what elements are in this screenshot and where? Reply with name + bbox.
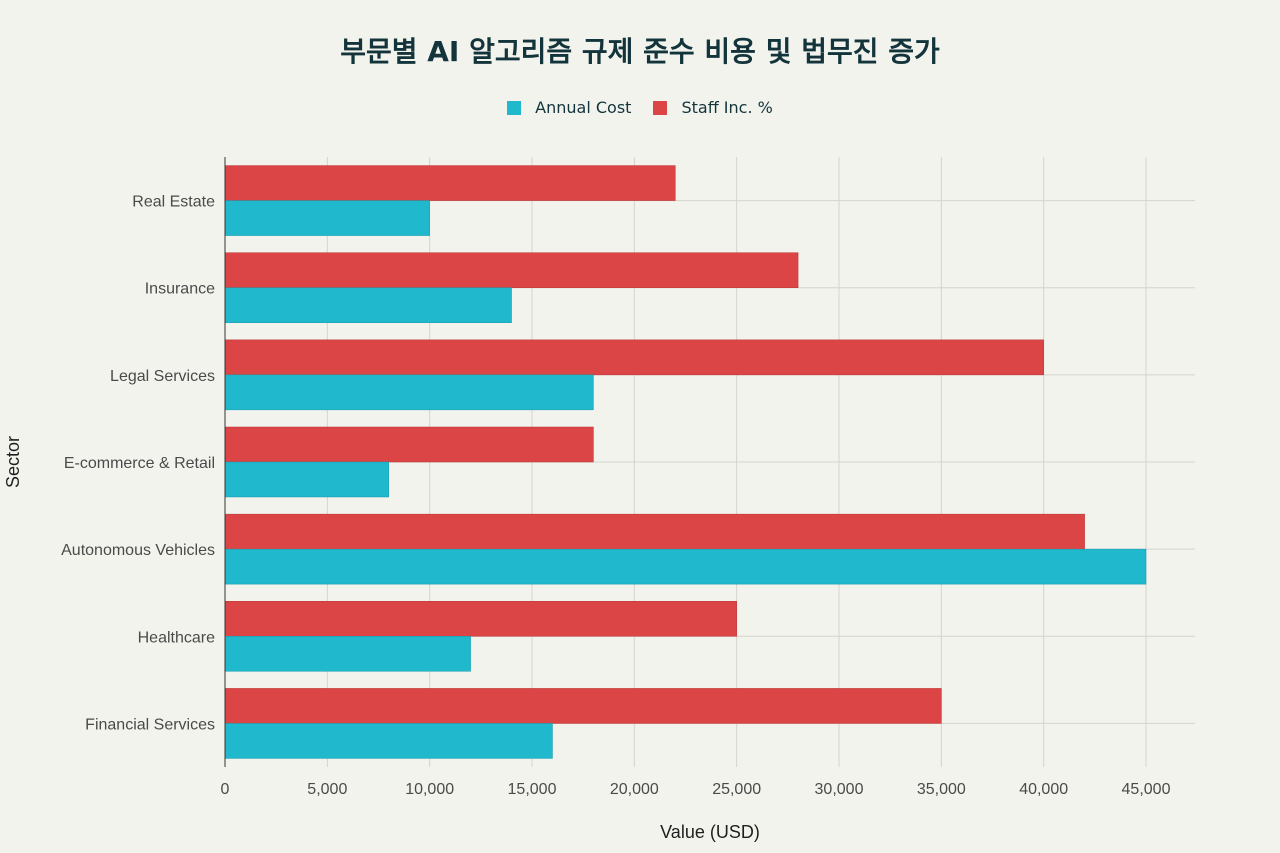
bar-staff-inc — [224, 252, 799, 288]
bar-staff-inc — [224, 513, 1085, 550]
y-tick-label: Legal Services — [110, 368, 215, 385]
x-tick-label: 20,000 — [610, 781, 659, 798]
bar-annual-cost — [224, 636, 471, 672]
y-tick-label: Real Estate — [132, 194, 215, 211]
bar-annual-cost — [224, 200, 430, 236]
bar-annual-cost — [224, 374, 594, 411]
x-tick-label: 5,000 — [307, 781, 347, 798]
bar-staff-inc — [224, 426, 594, 463]
y-tick-label: Financial Services — [85, 716, 215, 733]
axes: 0 5,000 10,000 15,000 20,000 25,000 30,000 35,0… — [61, 157, 1171, 798]
x-tick-label: 0 — [221, 781, 230, 798]
bar-staff-inc — [224, 165, 676, 201]
legend-label-staff-inc: Staff Inc. % — [681, 98, 773, 117]
chart-title: 부문별 AI 알고리즘 규제 준수 비용 및 법무진 증가 — [340, 35, 940, 68]
bar-annual-cost — [224, 287, 512, 323]
y-tick-label: Healthcare — [138, 629, 215, 646]
legend-item-staff-inc[interactable]: Staff Inc. % — [653, 98, 773, 117]
x-tick-label: 40,000 — [1019, 781, 1068, 798]
bar-annual-cost — [224, 548, 1147, 585]
x-tick-label: 45,000 — [1122, 781, 1171, 798]
bars — [224, 165, 1147, 759]
y-tick-label: Insurance — [145, 281, 215, 298]
bar-annual-cost — [224, 461, 389, 498]
bar-staff-inc — [224, 339, 1044, 376]
legend: Annual Cost Staff Inc. % — [0, 98, 1280, 117]
x-tick-label: 25,000 — [712, 781, 761, 798]
x-tick-label: 10,000 — [405, 781, 454, 798]
y-axis-title: Sector — [3, 436, 23, 488]
bar-staff-inc — [224, 688, 942, 724]
y-tick-label: Autonomous Vehicles — [61, 542, 215, 559]
x-tick-label: 35,000 — [917, 781, 966, 798]
legend-item-annual-cost[interactable]: Annual Cost — [507, 98, 631, 117]
bar-staff-inc — [224, 601, 737, 637]
x-axis-title: Value (USD) — [660, 822, 760, 842]
legend-swatch-staff-inc — [653, 100, 668, 115]
x-tick-label: 30,000 — [815, 781, 864, 798]
x-tick-label: 15,000 — [508, 781, 557, 798]
legend-label-annual-cost: Annual Cost — [535, 98, 632, 117]
legend-swatch-annual-cost — [507, 100, 522, 115]
y-tick-label: E-commerce & Retail — [64, 455, 215, 472]
bar-annual-cost — [224, 723, 553, 759]
